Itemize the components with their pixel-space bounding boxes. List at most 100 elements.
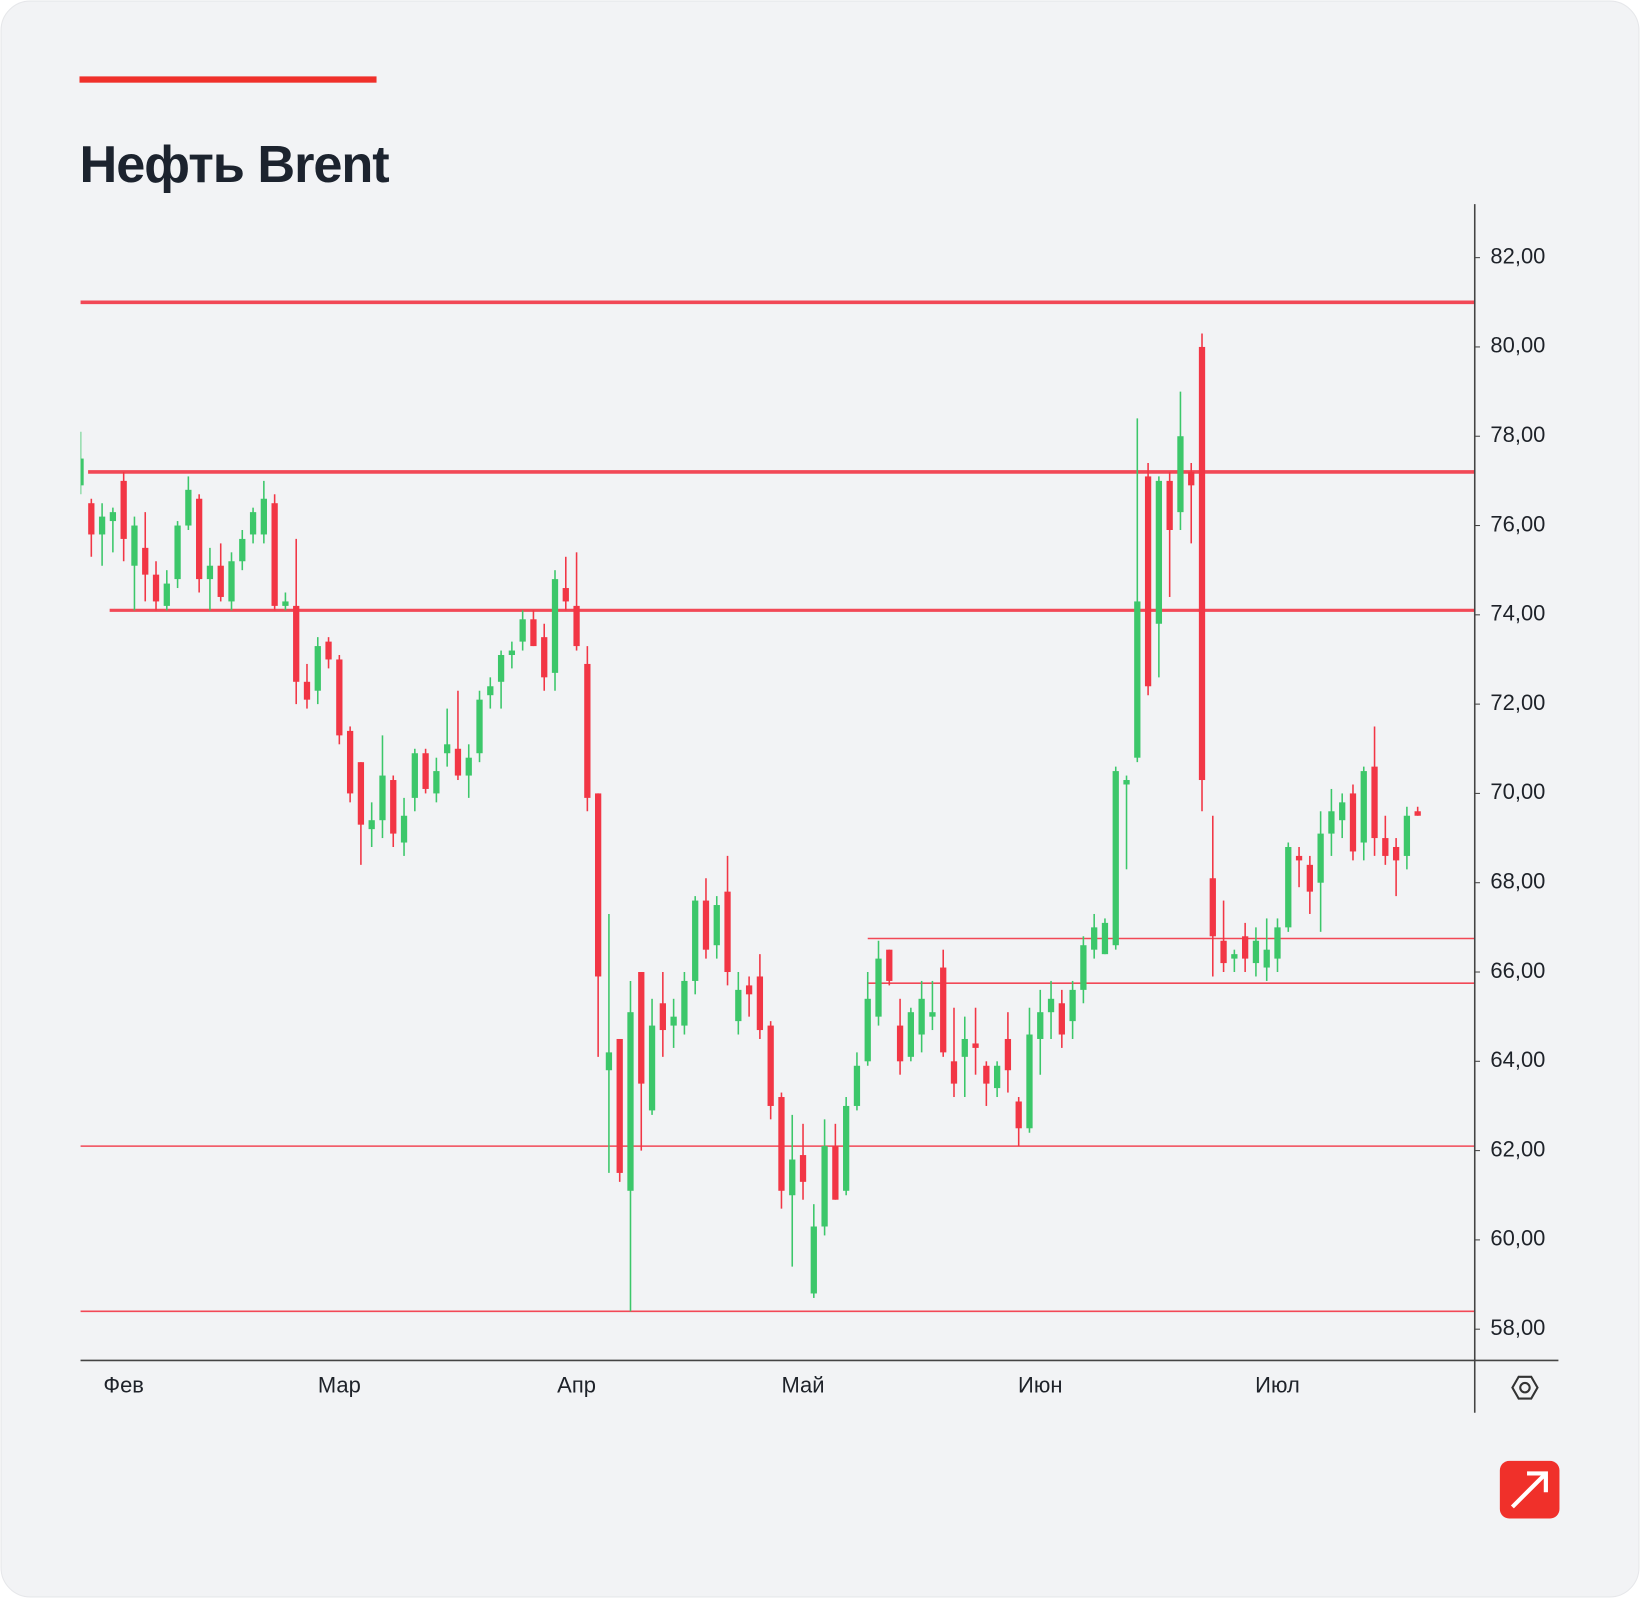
candle-body xyxy=(120,480,127,539)
candle-body xyxy=(1037,1012,1044,1039)
y-tick-label: 64,00 xyxy=(1490,1047,1545,1072)
candle-body xyxy=(422,753,429,789)
candle-body xyxy=(1349,793,1357,852)
candle-body xyxy=(1188,471,1195,486)
candle-body xyxy=(185,489,192,526)
settings-circle xyxy=(1519,1381,1531,1394)
candle-body xyxy=(530,619,537,647)
candle-body xyxy=(940,967,947,1053)
candle-body xyxy=(832,1146,839,1200)
candle-body xyxy=(217,565,224,597)
candle-body xyxy=(465,757,472,776)
x-tick-label: Июл xyxy=(1255,1372,1300,1397)
candle-body xyxy=(1231,954,1238,959)
y-tick-label: 70,00 xyxy=(1490,779,1545,804)
logo xyxy=(1499,1460,1560,1519)
candle-body xyxy=(1069,989,1076,1022)
candle-body xyxy=(541,637,548,678)
candle-body xyxy=(907,1012,914,1057)
candle-body xyxy=(616,1038,623,1173)
candle-body xyxy=(519,619,526,642)
candle-body xyxy=(1263,949,1270,968)
candle-body xyxy=(1403,815,1411,856)
candle-body xyxy=(260,498,267,535)
candle-body xyxy=(756,976,764,1031)
candle-body xyxy=(821,1146,828,1227)
candle-body xyxy=(929,1012,936,1017)
candle-body xyxy=(1209,878,1216,937)
y-tick-label: 60,00 xyxy=(1490,1226,1545,1251)
candle-body xyxy=(1339,802,1346,821)
candle-body xyxy=(1242,936,1249,959)
candle-body xyxy=(80,458,84,486)
candle-body xyxy=(584,663,591,798)
candle-body xyxy=(853,1065,861,1106)
candle-body xyxy=(918,998,925,1035)
candle-body xyxy=(293,605,300,682)
candle-body xyxy=(1058,1003,1065,1035)
candle-body xyxy=(1112,771,1119,946)
candle-body xyxy=(799,1155,807,1182)
x-tick-label: Мар xyxy=(318,1372,361,1397)
x-tick-label: Июн xyxy=(1018,1372,1062,1397)
candle-body xyxy=(983,1065,990,1084)
y-tick-label: 72,00 xyxy=(1490,690,1545,715)
y-tick-label: 66,00 xyxy=(1490,958,1545,983)
candle-body xyxy=(314,646,321,691)
candle-body xyxy=(961,1038,968,1057)
candle-body xyxy=(1306,864,1313,892)
candle-body xyxy=(1360,771,1367,843)
candle-body xyxy=(152,574,160,602)
candle-body xyxy=(778,1097,785,1191)
candle-body xyxy=(638,972,645,1084)
candle-body xyxy=(670,1016,677,1026)
ticks: 58,00 60,00 62,00 64,00 66,00 68,00 70,00 72,00… xyxy=(103,243,1545,1397)
candle-body xyxy=(735,989,742,1022)
candle-body xyxy=(433,771,440,794)
candle-body xyxy=(1382,838,1389,856)
y-tick-label: 82,00 xyxy=(1490,243,1545,268)
candle-body xyxy=(1080,945,1087,990)
candle-body xyxy=(864,998,871,1062)
candle-body xyxy=(1026,1034,1033,1129)
x-tick-label: Апр xyxy=(557,1372,596,1397)
candle-body xyxy=(724,891,731,973)
settings-icon[interactable] xyxy=(1511,1375,1539,1400)
candle-body xyxy=(497,655,505,682)
candle-body xyxy=(303,681,311,700)
candle-body xyxy=(1123,780,1130,785)
y-tick-label: 62,00 xyxy=(1490,1136,1545,1161)
logo-arrow xyxy=(1510,1471,1548,1509)
candle-body xyxy=(1392,846,1400,861)
candle-body xyxy=(745,985,753,995)
candle-body xyxy=(390,780,397,834)
settings-hexagon xyxy=(1511,1375,1539,1400)
candle-body xyxy=(1220,940,1227,964)
candle-body xyxy=(605,1052,613,1071)
y-tick-label: 58,00 xyxy=(1490,1315,1545,1340)
candle-body xyxy=(454,748,462,776)
candle-body xyxy=(993,1065,1001,1089)
candle-body xyxy=(1177,436,1184,513)
candle-body xyxy=(1414,811,1421,816)
candle-body xyxy=(659,1003,666,1031)
candle-body xyxy=(163,583,170,606)
candle-body xyxy=(368,820,375,830)
candle-body xyxy=(810,1226,817,1294)
candle-body xyxy=(1317,833,1324,883)
chart-title: Нефть Brent xyxy=(79,136,389,194)
candle-body xyxy=(98,516,106,535)
candles xyxy=(80,333,1421,1312)
candle-body xyxy=(551,579,559,673)
y-tick-label: 68,00 xyxy=(1490,869,1545,894)
candle-body xyxy=(1144,476,1152,687)
candle-body xyxy=(1134,601,1141,758)
candle-body xyxy=(142,547,149,575)
candle-body xyxy=(950,1061,958,1084)
candle-body xyxy=(702,900,710,950)
candle-body xyxy=(239,538,246,562)
candle-body xyxy=(713,905,720,946)
candle-body xyxy=(1295,855,1303,861)
